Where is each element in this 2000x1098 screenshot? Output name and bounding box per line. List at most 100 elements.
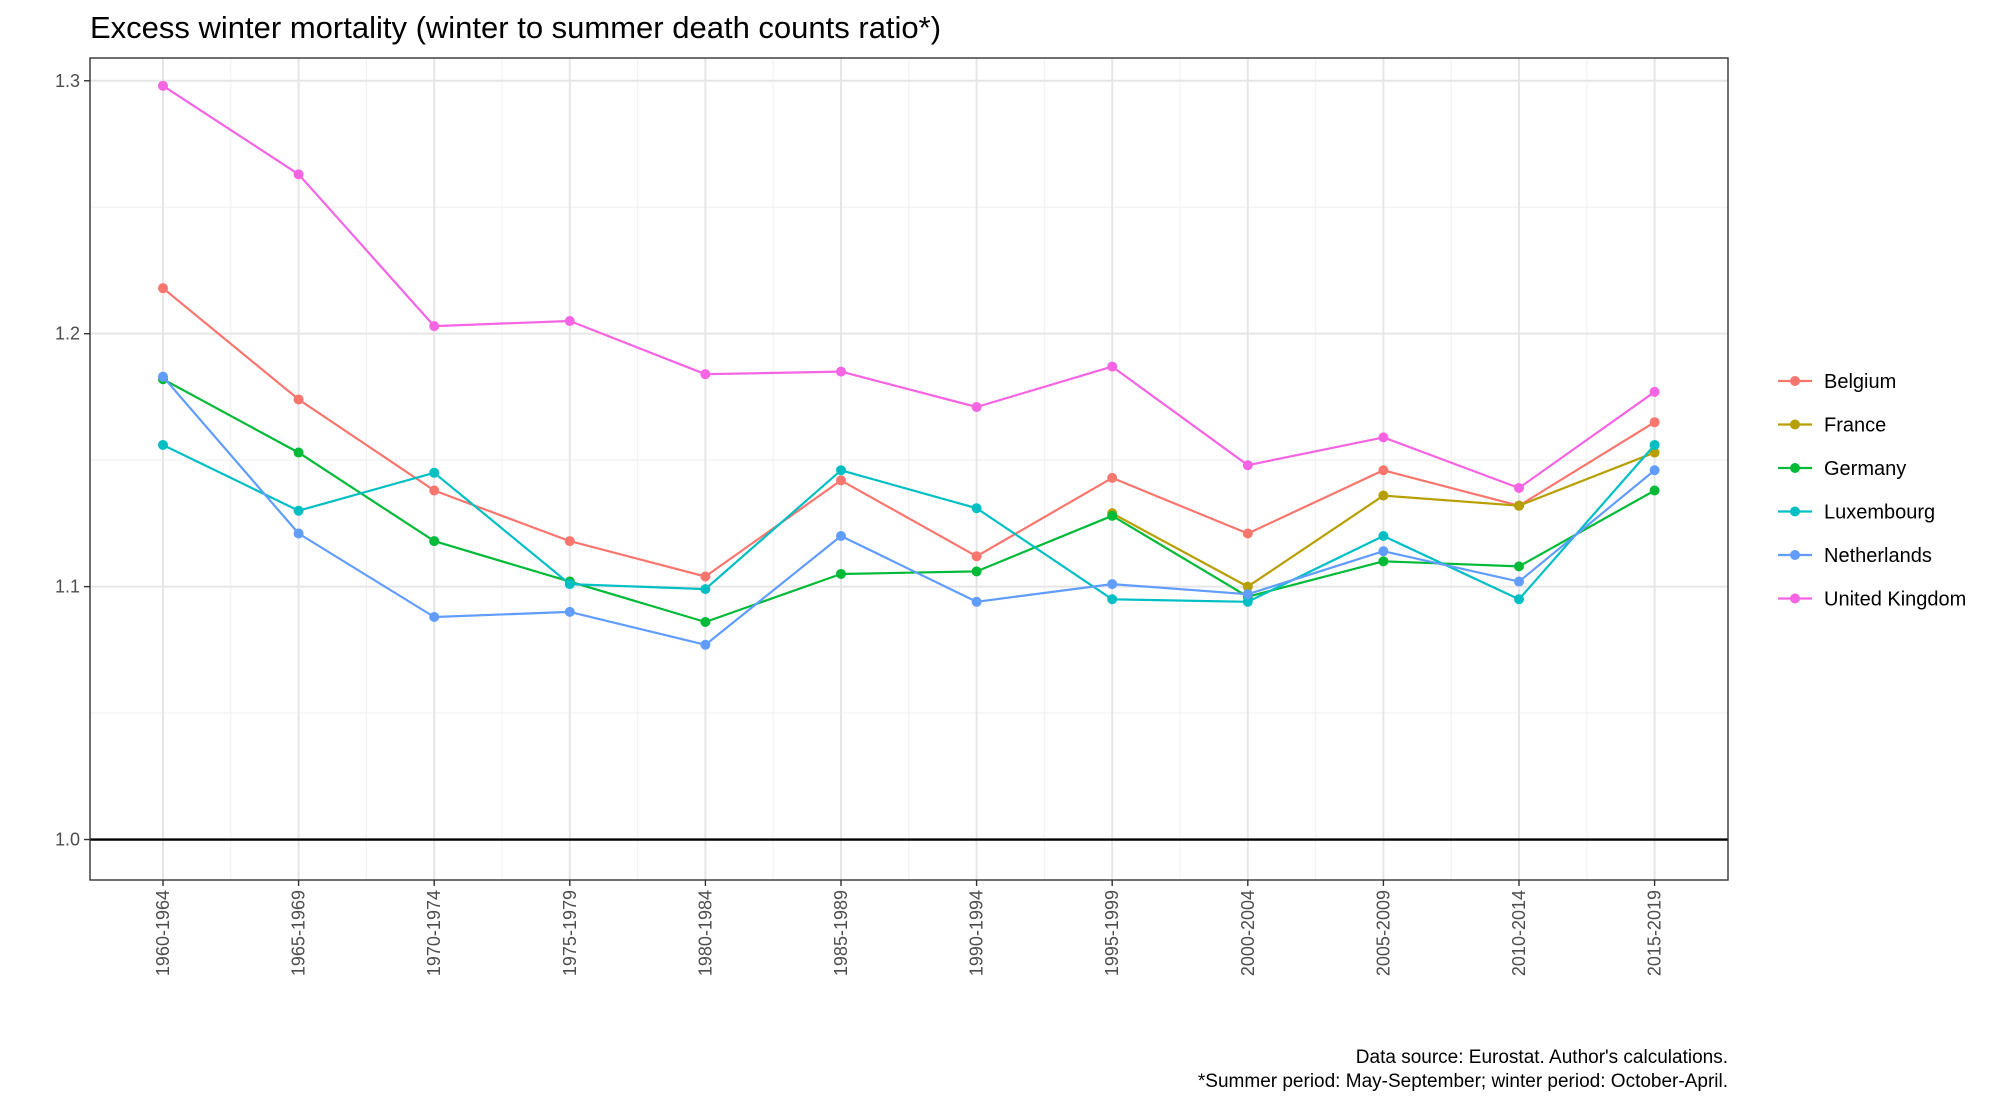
data-point-luxembourg [1242, 596, 1253, 607]
legend-key-point [1790, 550, 1800, 560]
data-point-netherlands [836, 531, 846, 542]
data-point-belgium [429, 485, 440, 496]
x-tick-label: 1995-1999 [1102, 890, 1122, 976]
data-point-germany [971, 566, 982, 577]
legend-key-point [1790, 376, 1800, 386]
y-axis: 1.0 1.1 1.2 1.3 [55, 71, 90, 850]
legend-label: Belgium [1824, 371, 1896, 393]
data-point-belgium [1649, 417, 1660, 428]
legend-key-point [1790, 593, 1800, 604]
legend-item-germany: Germany [1778, 458, 1906, 480]
data-point-netherlands [1107, 579, 1118, 590]
data-point-france [1242, 581, 1253, 592]
x-tick-label: 2010-2014 [1509, 890, 1529, 976]
legend-item-netherlands: Netherlands [1778, 545, 1932, 567]
data-point-belgium [1107, 472, 1118, 483]
legend-key-point [1790, 463, 1800, 473]
data-point-germany [429, 536, 440, 547]
data-point-netherlands [158, 371, 168, 382]
legend-label: France [1824, 415, 1886, 437]
legend-key-point [1790, 506, 1800, 517]
plot-panel [89, 57, 1729, 881]
x-axis: 1960-1964 1965-1969 1970-1974 1975-1979 1980… [153, 880, 1665, 976]
data-point-united-kingdom [1649, 386, 1660, 397]
legend-key-point [1790, 419, 1800, 430]
series-line-germany [162, 378, 1656, 624]
series-line-netherlands [162, 375, 1656, 646]
legend-label: Germany [1824, 458, 1906, 480]
legend-item-france: France [1778, 415, 1886, 437]
series-line-belgium [162, 287, 1656, 578]
x-tick-label: 1960-1964 [153, 890, 173, 976]
series-line-united-kingdom [162, 84, 1656, 490]
data-point-united-kingdom [836, 366, 846, 377]
caption-note: *Summer period: May-September; winter pe… [1198, 1071, 1728, 1092]
data-point-germany [1649, 485, 1660, 496]
data-point-germany [1107, 510, 1118, 521]
data-point-germany [700, 617, 711, 628]
data-point-luxembourg [158, 439, 168, 450]
x-tick-label: 1985-1989 [831, 890, 851, 976]
series-netherlands [158, 371, 1660, 650]
legend-label: United Kingdom [1824, 589, 1966, 611]
legend-label: Luxembourg [1824, 502, 1935, 524]
data-point-luxembourg [1107, 594, 1118, 605]
x-tick-label: 1970-1974 [424, 890, 444, 976]
legend-item-united-kingdom: United Kingdom [1778, 589, 1966, 611]
legend-label: Netherlands [1824, 545, 1932, 567]
data-point-luxembourg [1514, 594, 1524, 605]
data-point-netherlands [564, 606, 575, 617]
legend: Belgium France Germany Luxembourg Netherland… [1778, 371, 1966, 611]
y-tick-label: 1.0 [55, 830, 80, 850]
data-point-germany [1514, 561, 1524, 572]
chart-title: Excess winter mortality (winter to summe… [90, 10, 941, 45]
data-point-germany [293, 447, 304, 458]
series-layer [158, 80, 1660, 650]
caption-source: Data source: Eurostat. Author's calculat… [1356, 1047, 1728, 1068]
data-point-luxembourg [1378, 531, 1389, 542]
data-point-united-kingdom [293, 169, 304, 180]
data-point-belgium [293, 394, 304, 405]
y-tick-label: 1.2 [55, 324, 80, 344]
x-tick-label: 1975-1979 [560, 890, 580, 976]
data-point-netherlands [971, 596, 982, 607]
data-point-luxembourg [971, 503, 982, 514]
data-point-united-kingdom [1514, 482, 1524, 493]
data-point-united-kingdom [1242, 460, 1253, 471]
data-point-belgium [1378, 465, 1389, 476]
data-point-netherlands [1649, 465, 1660, 476]
data-point-netherlands [293, 528, 304, 539]
data-point-netherlands [700, 639, 711, 650]
data-point-belgium [158, 283, 168, 294]
legend-item-luxembourg: Luxembourg [1778, 502, 1935, 524]
data-point-united-kingdom [429, 321, 440, 332]
series-line-luxembourg [162, 444, 1656, 603]
y-tick-label: 1.1 [55, 577, 80, 597]
series-united-kingdom [158, 80, 1660, 493]
data-point-united-kingdom [971, 402, 982, 413]
data-point-germany [1378, 556, 1389, 567]
data-point-luxembourg [564, 579, 575, 590]
data-point-united-kingdom [700, 369, 711, 380]
data-point-germany [836, 568, 846, 579]
data-point-luxembourg [700, 584, 711, 595]
data-point-netherlands [1514, 576, 1524, 587]
data-point-netherlands [429, 611, 440, 622]
data-point-france [1514, 500, 1524, 511]
x-tick-label: 1980-1984 [695, 890, 715, 976]
x-tick-label: 2000-2004 [1238, 890, 1258, 976]
y-tick-label: 1.3 [55, 71, 80, 91]
data-point-united-kingdom [158, 80, 168, 91]
x-tick-label: 1965-1969 [289, 890, 309, 976]
data-point-belgium [836, 475, 846, 486]
x-tick-label: 2005-2009 [1373, 890, 1393, 976]
x-tick-label: 1990-1994 [967, 890, 987, 976]
data-point-belgium [700, 571, 711, 582]
data-point-united-kingdom [564, 316, 575, 327]
data-point-france [1378, 490, 1389, 501]
data-point-united-kingdom [1378, 432, 1389, 443]
data-point-netherlands [1378, 546, 1389, 557]
data-point-luxembourg [1649, 439, 1660, 450]
data-point-luxembourg [429, 467, 440, 478]
data-point-belgium [971, 551, 982, 562]
